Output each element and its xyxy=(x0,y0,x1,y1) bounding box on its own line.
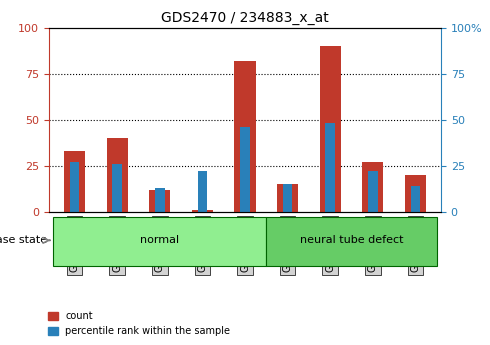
Bar xyxy=(240,127,250,211)
Bar xyxy=(192,210,213,211)
Bar xyxy=(112,164,122,211)
Bar xyxy=(319,46,341,211)
Bar xyxy=(70,162,79,211)
Text: disease state: disease state xyxy=(0,235,47,245)
Bar xyxy=(149,189,171,211)
Bar xyxy=(234,61,256,211)
Text: neural tube defect: neural tube defect xyxy=(300,235,403,245)
FancyBboxPatch shape xyxy=(266,217,437,266)
Bar xyxy=(283,184,293,211)
Title: GDS2470 / 234883_x_at: GDS2470 / 234883_x_at xyxy=(161,11,329,25)
Bar xyxy=(368,171,378,211)
Bar xyxy=(325,123,335,211)
Bar xyxy=(411,186,420,211)
Legend: count, percentile rank within the sample: count, percentile rank within the sample xyxy=(44,307,234,340)
Bar xyxy=(197,171,207,211)
Text: normal: normal xyxy=(140,235,179,245)
FancyBboxPatch shape xyxy=(53,217,266,266)
Bar xyxy=(405,175,426,211)
Bar xyxy=(155,188,165,211)
Bar xyxy=(64,151,85,211)
Bar xyxy=(106,138,128,211)
Bar xyxy=(277,184,298,211)
Bar xyxy=(362,162,384,211)
